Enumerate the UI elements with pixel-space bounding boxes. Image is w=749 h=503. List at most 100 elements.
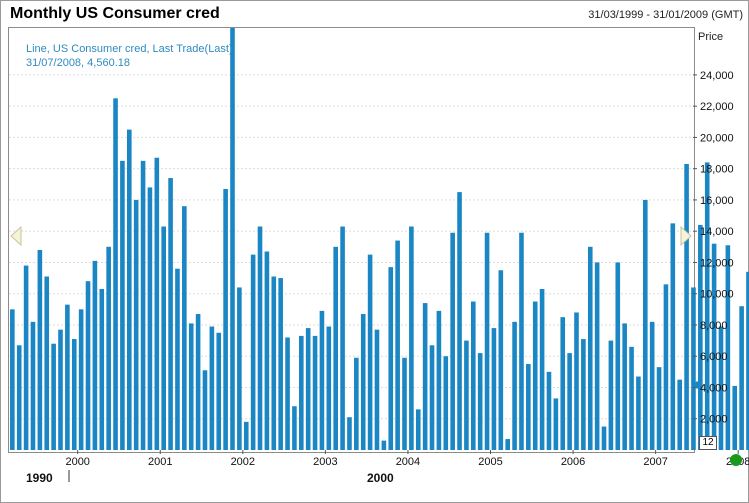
bar <box>567 353 572 450</box>
bar <box>154 157 160 451</box>
bar <box>58 329 63 450</box>
chart-title: Monthly US Consumer cred <box>10 5 220 22</box>
bar <box>71 339 77 450</box>
bar <box>106 246 111 450</box>
last-value-diamond-icon <box>693 381 701 389</box>
x-tick-label: 2006 <box>561 456 585 468</box>
x-tick-label: 2003 <box>313 456 337 468</box>
x-tick-label: 2004 <box>396 456 420 468</box>
bar <box>594 262 600 450</box>
bar <box>519 232 524 450</box>
y-tick-label: 16,000 <box>700 195 734 207</box>
bar <box>23 265 29 450</box>
bar <box>539 289 545 450</box>
bar <box>44 276 50 450</box>
bar <box>285 337 290 450</box>
x-tick-label: 2000 <box>65 456 89 468</box>
bar <box>216 332 222 450</box>
bar <box>553 398 559 450</box>
bar <box>505 439 510 450</box>
bar <box>381 440 387 450</box>
bar <box>367 254 373 450</box>
bar <box>264 251 270 450</box>
bar <box>51 343 56 450</box>
bar <box>615 262 621 450</box>
bar <box>257 226 263 450</box>
bar <box>340 226 345 450</box>
bar <box>237 287 242 450</box>
bar <box>402 357 407 450</box>
bar <box>182 206 187 450</box>
bar <box>354 357 359 450</box>
y-tick-label: 20,000 <box>700 132 734 144</box>
bar <box>498 270 504 450</box>
y-tick-label: 6,000 <box>700 351 728 363</box>
bar <box>195 314 201 450</box>
y-tick-label: 2,000 <box>700 414 728 426</box>
bar <box>532 301 538 450</box>
bar <box>147 187 153 451</box>
bar <box>188 323 194 450</box>
bar <box>429 345 435 450</box>
bar <box>209 326 215 450</box>
scroll-right-arrow-icon[interactable] <box>680 226 692 246</box>
bar <box>347 417 352 450</box>
bar <box>560 317 566 450</box>
bar <box>10 309 15 450</box>
bar <box>746 271 749 450</box>
bar <box>92 260 98 450</box>
bar <box>684 163 689 451</box>
bar <box>546 371 552 450</box>
bar <box>436 310 442 450</box>
decade-label: 1990 <box>26 471 53 485</box>
bar <box>326 326 332 450</box>
bar <box>312 335 318 450</box>
bar <box>587 246 593 450</box>
bar <box>643 199 648 450</box>
bar <box>711 243 717 450</box>
legend-series-label: Line, US Consumer cred, Last Trade(Last) <box>26 43 233 55</box>
decade-label: 2000 <box>367 471 394 485</box>
bar <box>739 306 744 450</box>
bar <box>333 246 338 450</box>
bar <box>663 284 669 450</box>
bar <box>230 28 235 450</box>
bar <box>670 223 676 450</box>
y-axis-title: Price <box>698 31 724 43</box>
bar <box>360 314 366 450</box>
bar <box>65 304 70 450</box>
bar <box>120 160 125 450</box>
bar <box>704 162 710 450</box>
y-tick-label: 8,000 <box>700 320 728 332</box>
bar <box>477 353 483 450</box>
bar <box>133 199 139 450</box>
x-axis-ticks: 2000200120022003200420052006200720082009… <box>26 450 749 485</box>
bar <box>127 129 132 450</box>
bar <box>278 278 283 450</box>
bar <box>388 267 394 450</box>
legend-last-value: 31/07/2008, 4,560.18 <box>26 57 130 69</box>
bar <box>243 421 249 450</box>
bar <box>656 367 662 450</box>
scroll-left-arrow-icon[interactable] <box>10 226 22 246</box>
date-range: 31/03/1999 - 31/01/2009 (GMT) <box>588 9 743 21</box>
bar <box>608 340 614 450</box>
bar <box>161 226 166 450</box>
legend: Line, US Consumer cred, Last Trade(Last)… <box>26 42 233 70</box>
bar <box>718 326 724 450</box>
y-tick-label: 22,000 <box>700 101 734 113</box>
bar <box>601 426 607 450</box>
bar <box>30 321 36 450</box>
bar <box>319 310 325 450</box>
x-tick-label: 2001 <box>148 456 172 468</box>
bar <box>691 287 696 450</box>
last-value-box[interactable]: 12 <box>699 436 717 450</box>
bar <box>223 188 228 451</box>
bar <box>484 232 490 450</box>
y-tick-label: 24,000 <box>700 70 734 82</box>
bar <box>629 346 634 450</box>
bar <box>409 226 414 450</box>
bar <box>415 409 421 450</box>
bar <box>636 376 641 450</box>
